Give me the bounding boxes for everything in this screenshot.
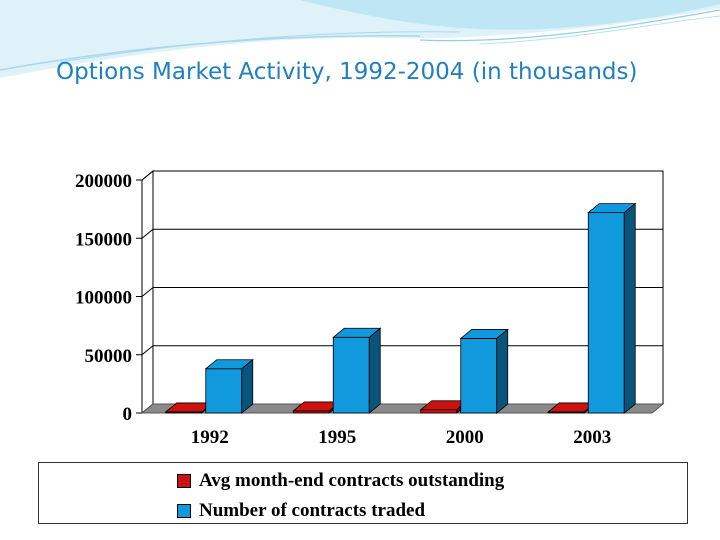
- legend-swatch-red: [177, 474, 191, 488]
- bar-side-2003: [623, 202, 636, 414]
- y-tick-label: 0: [123, 404, 133, 425]
- bar-traded-2000: [460, 338, 498, 414]
- legend-item-outstanding: Avg month-end contracts outstanding: [177, 469, 504, 493]
- bar-traded-1995: [332, 336, 370, 414]
- legend-label-traded: Number of contracts traded: [199, 500, 426, 521]
- gridline-depth: [141, 345, 154, 356]
- slide-title: Options Market Activity, 1992-2004 (in t…: [56, 59, 638, 85]
- x-tick-label: 1992: [191, 427, 229, 448]
- gridline-depth: [141, 287, 154, 297]
- legend-label-outstanding: Avg month-end contracts outstanding: [199, 470, 505, 491]
- gridline-depth: [141, 170, 154, 181]
- legend-swatch-blue: [177, 504, 191, 518]
- bar-side-1992: [241, 358, 254, 414]
- y-tick-label: 200000: [75, 171, 132, 192]
- legend-item-traded: Number of contracts traded: [177, 499, 425, 523]
- y-tick-label: 150000: [75, 229, 132, 250]
- bar-traded-1992: [205, 368, 243, 414]
- x-tick-label: 2000: [446, 427, 484, 448]
- gridline-depth: [141, 228, 154, 239]
- y-tick-label: 100000: [75, 288, 132, 309]
- bar-side-1995: [368, 327, 381, 414]
- y-tick-label: 50000: [85, 346, 133, 367]
- bar-outstanding-2000: [420, 409, 458, 414]
- x-tick-label: 2003: [573, 427, 611, 448]
- decorative-swoosh: [0, 0, 720, 78]
- x-tick-label: 1995: [318, 427, 356, 448]
- bar-side-2000: [496, 328, 509, 414]
- chart-legend: Avg month-end contracts outstanding Numb…: [38, 462, 688, 524]
- bar-traded-2003: [587, 212, 625, 414]
